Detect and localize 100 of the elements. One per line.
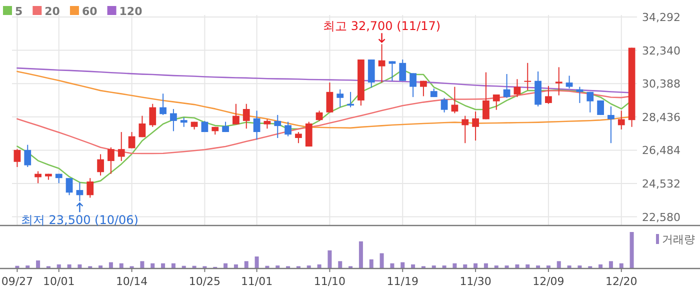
y-tick-label: 32,340 bbox=[642, 44, 680, 58]
candlestick bbox=[503, 74, 510, 98]
annotation: 최저 23,500 (10/06) bbox=[20, 213, 138, 228]
bar bbox=[504, 265, 509, 268]
candlestick bbox=[180, 117, 188, 128]
candlestick bbox=[336, 88, 344, 108]
bar bbox=[369, 259, 374, 268]
y-tick-label: 34,292 bbox=[642, 11, 680, 24]
bar bbox=[150, 263, 155, 268]
legend-label: 60 bbox=[82, 5, 98, 18]
legend-label: 120 bbox=[119, 5, 143, 18]
legend-label: 거래량 bbox=[662, 233, 695, 246]
candlestick bbox=[170, 108, 177, 132]
bar bbox=[630, 232, 634, 268]
candlestick bbox=[566, 75, 573, 90]
candlestick bbox=[420, 80, 427, 97]
bar bbox=[546, 265, 550, 268]
y-tick-label: 24,532 bbox=[642, 178, 680, 191]
y-tick-label: 30,388 bbox=[642, 78, 680, 91]
bar bbox=[338, 261, 342, 268]
y-tick-label: 22,580 bbox=[642, 210, 680, 224]
bar bbox=[78, 264, 82, 268]
bar bbox=[108, 262, 113, 268]
bar bbox=[494, 265, 498, 268]
candlestick bbox=[378, 44, 386, 84]
annotation: 최고 32,700 (11/17) bbox=[323, 19, 441, 34]
bar bbox=[567, 265, 572, 268]
candlestick bbox=[410, 72, 416, 98]
bar bbox=[234, 264, 238, 268]
candlestick bbox=[264, 118, 271, 130]
candlestick bbox=[305, 121, 312, 148]
candlestick bbox=[295, 132, 302, 144]
y-tick-label: 26,484 bbox=[642, 144, 680, 158]
x-tick-label: 11/30 bbox=[460, 275, 492, 288]
candlestick bbox=[451, 86, 458, 114]
x-tick-label: 12/09 bbox=[532, 275, 564, 288]
candlestick bbox=[242, 103, 250, 130]
candlestick bbox=[555, 66, 562, 96]
bar bbox=[161, 263, 166, 268]
candlestick bbox=[597, 100, 604, 116]
candlestick bbox=[128, 132, 136, 149]
candlestick bbox=[326, 82, 334, 113]
bar bbox=[619, 263, 624, 268]
candlestick bbox=[274, 114, 282, 138]
candlestick bbox=[86, 178, 94, 198]
bar bbox=[452, 263, 457, 268]
bar bbox=[306, 265, 311, 268]
x-tick-label: 09/27 bbox=[1, 275, 34, 288]
candlestick bbox=[472, 111, 479, 142]
bar bbox=[578, 265, 582, 268]
bar bbox=[98, 265, 103, 268]
candlestick bbox=[545, 85, 552, 104]
y-tick-label: 28,436 bbox=[642, 110, 680, 124]
bar bbox=[171, 263, 176, 268]
candlestick bbox=[618, 110, 625, 130]
candlestick bbox=[118, 132, 125, 162]
candlestick bbox=[524, 62, 532, 91]
bar bbox=[390, 263, 394, 268]
candlestick bbox=[149, 103, 156, 128]
bar bbox=[56, 264, 61, 268]
candlestick bbox=[482, 72, 490, 120]
candlestick bbox=[388, 60, 396, 82]
bar bbox=[67, 264, 72, 268]
bar bbox=[224, 263, 228, 268]
x-tick-label: 12/20 bbox=[606, 275, 638, 288]
candlestick bbox=[492, 94, 500, 110]
x-tick-label: 10/01 bbox=[43, 275, 75, 288]
bar bbox=[463, 264, 468, 268]
bar bbox=[536, 265, 540, 268]
bar bbox=[400, 262, 405, 268]
candlestick bbox=[462, 115, 469, 144]
candlestick bbox=[14, 148, 21, 168]
x-tick-label: 10/25 bbox=[188, 275, 221, 288]
candlestick bbox=[232, 103, 240, 125]
candlestick bbox=[66, 178, 73, 196]
bar bbox=[140, 261, 144, 268]
candlestick bbox=[97, 154, 104, 176]
bar bbox=[598, 264, 603, 268]
bar bbox=[244, 261, 248, 268]
x-tick-label: 11/01 bbox=[240, 275, 273, 288]
bar bbox=[442, 265, 446, 268]
candlestick bbox=[76, 182, 84, 202]
bar bbox=[26, 265, 30, 268]
candlestick bbox=[316, 110, 323, 122]
bar bbox=[474, 263, 478, 268]
candlestick bbox=[440, 97, 448, 113]
bar bbox=[358, 241, 363, 268]
x-tick-label: 11/19 bbox=[386, 275, 418, 288]
candlestick bbox=[160, 93, 166, 116]
candlestick bbox=[534, 70, 542, 107]
bar bbox=[317, 264, 322, 268]
legend-label: 5 bbox=[15, 5, 23, 18]
candlestick bbox=[576, 86, 584, 104]
bar bbox=[484, 263, 488, 268]
candlestick bbox=[608, 106, 614, 144]
bar bbox=[328, 250, 332, 268]
candlestick bbox=[253, 110, 260, 140]
candlestick bbox=[24, 144, 32, 168]
x-tick-label: 11/10 bbox=[314, 275, 346, 288]
legend-label: 20 bbox=[44, 5, 60, 18]
